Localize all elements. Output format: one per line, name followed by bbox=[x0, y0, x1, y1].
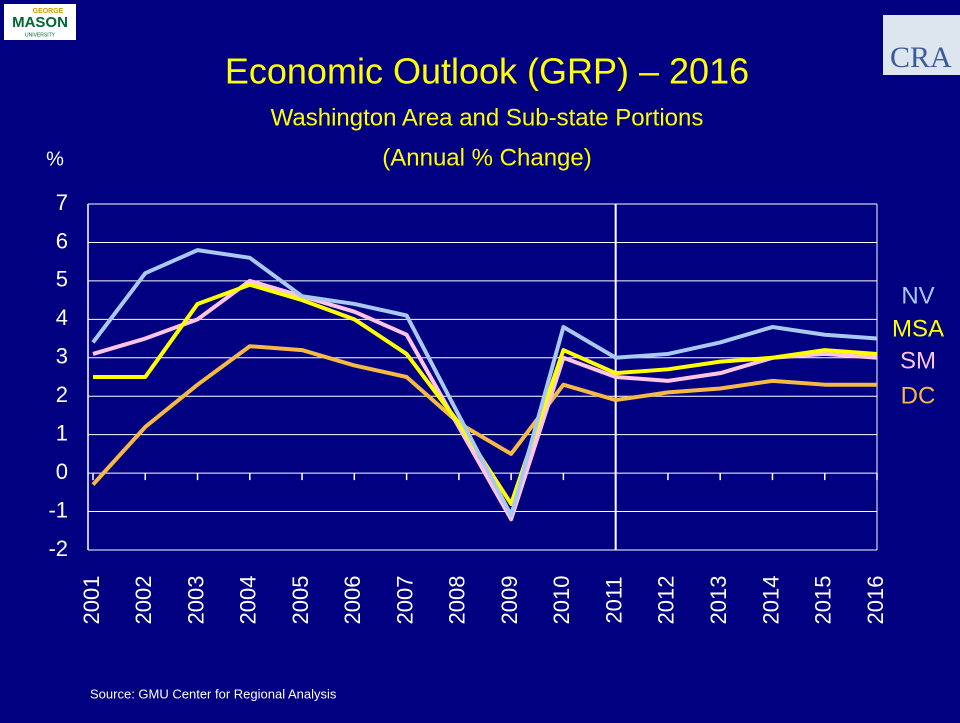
series-line bbox=[91, 248, 878, 518]
x-tick-label: 2013 bbox=[706, 576, 731, 625]
logo-left-text: MASON bbox=[12, 14, 68, 31]
x-tick-label: 2011 bbox=[601, 576, 626, 623]
logo-left-text: GEORGE bbox=[33, 8, 64, 15]
x-tick-label: 2016 bbox=[863, 576, 888, 625]
x-tick-label: 2006 bbox=[340, 576, 365, 625]
logo-right-box bbox=[883, 15, 960, 75]
x-tick-label: 2002 bbox=[131, 576, 156, 625]
x-tick-label: 2009 bbox=[497, 576, 522, 625]
x-tick-label: 2012 bbox=[654, 576, 679, 625]
logo-left-text: UNIVERSITY bbox=[25, 32, 56, 38]
x-tick-label: 2007 bbox=[392, 576, 417, 625]
y-tick-label: 6 bbox=[56, 228, 68, 253]
y-axis-label: % bbox=[46, 148, 64, 170]
y-tick-label: 7 bbox=[56, 190, 68, 215]
source: Source: GMU Center for Regional Analysis bbox=[90, 686, 337, 701]
y-tick-label: -1 bbox=[48, 497, 68, 522]
x-tick-label: 2001 bbox=[79, 576, 104, 625]
x-tick-label: 2015 bbox=[811, 576, 836, 625]
y-tick-label: 1 bbox=[56, 420, 68, 445]
legend-label: MSA bbox=[892, 315, 944, 342]
x-tick-label: 2004 bbox=[236, 576, 261, 625]
y-tick-label: -2 bbox=[48, 536, 68, 561]
logo-right-text: CRA bbox=[890, 41, 952, 74]
y-tick-label: 0 bbox=[56, 459, 68, 484]
x-tick-label: 2014 bbox=[758, 576, 783, 625]
x-tick-label: 2010 bbox=[549, 576, 574, 625]
x-tick-label: 2005 bbox=[288, 576, 313, 625]
x-tick-label: 2003 bbox=[183, 576, 208, 625]
legend-label: SM bbox=[900, 347, 936, 374]
series-line bbox=[92, 278, 878, 522]
y-tick-label: 5 bbox=[56, 267, 68, 292]
y-tick-label: 2 bbox=[56, 382, 68, 407]
chart-subtitle: Washington Area and Sub-state Portions bbox=[271, 104, 704, 131]
y-tick-label: 4 bbox=[56, 305, 68, 330]
y-tick-label: 3 bbox=[56, 344, 68, 369]
logo-left-box bbox=[4, 4, 76, 40]
legend-label: NV bbox=[901, 282, 934, 309]
legend-label: DC bbox=[901, 382, 936, 409]
x-tick-label: 2008 bbox=[445, 576, 470, 625]
series-line bbox=[91, 344, 877, 486]
chart-subtitle: (Annual % Change) bbox=[382, 144, 591, 171]
chart-title: Economic Outlook (GRP) – 2016 bbox=[225, 51, 749, 92]
